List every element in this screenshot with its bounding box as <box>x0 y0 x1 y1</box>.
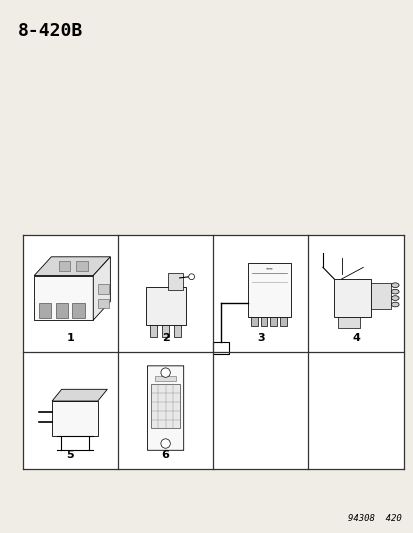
Text: 5: 5 <box>66 450 74 460</box>
Bar <box>167 273 183 289</box>
Polygon shape <box>34 257 110 276</box>
Circle shape <box>161 439 170 448</box>
Bar <box>23 235 403 469</box>
Text: 6: 6 <box>161 450 169 460</box>
Bar <box>72 303 85 318</box>
Bar <box>334 279 370 317</box>
Bar <box>280 317 286 326</box>
Text: 94308  420: 94308 420 <box>347 514 401 523</box>
Bar <box>173 325 180 336</box>
Ellipse shape <box>391 296 398 301</box>
Bar <box>149 325 157 336</box>
Bar <box>98 298 108 308</box>
Bar <box>370 283 391 309</box>
Polygon shape <box>93 257 110 320</box>
Bar <box>154 376 176 381</box>
FancyBboxPatch shape <box>147 366 183 450</box>
Ellipse shape <box>391 289 398 294</box>
Polygon shape <box>52 389 107 401</box>
Text: 8-420B: 8-420B <box>18 22 83 40</box>
Text: 4: 4 <box>351 333 359 343</box>
Ellipse shape <box>391 283 398 287</box>
Bar <box>145 287 185 325</box>
Text: 1: 1 <box>66 333 74 343</box>
Bar <box>251 317 257 326</box>
Bar <box>151 384 180 429</box>
Circle shape <box>161 368 170 377</box>
Bar <box>34 276 93 320</box>
Bar <box>260 317 267 326</box>
Bar <box>55 303 68 318</box>
Ellipse shape <box>391 302 398 307</box>
Bar <box>213 342 228 354</box>
Text: 3: 3 <box>256 333 264 343</box>
Bar <box>39 303 51 318</box>
Bar <box>98 285 108 294</box>
Text: ▬▬: ▬▬ <box>265 266 273 270</box>
Bar <box>52 401 97 436</box>
Bar <box>59 262 70 271</box>
Bar <box>337 317 359 328</box>
Text: 2: 2 <box>161 333 169 343</box>
Bar <box>76 262 87 271</box>
Bar <box>247 263 291 317</box>
Circle shape <box>188 274 194 280</box>
Bar <box>270 317 276 326</box>
Bar <box>161 325 169 336</box>
